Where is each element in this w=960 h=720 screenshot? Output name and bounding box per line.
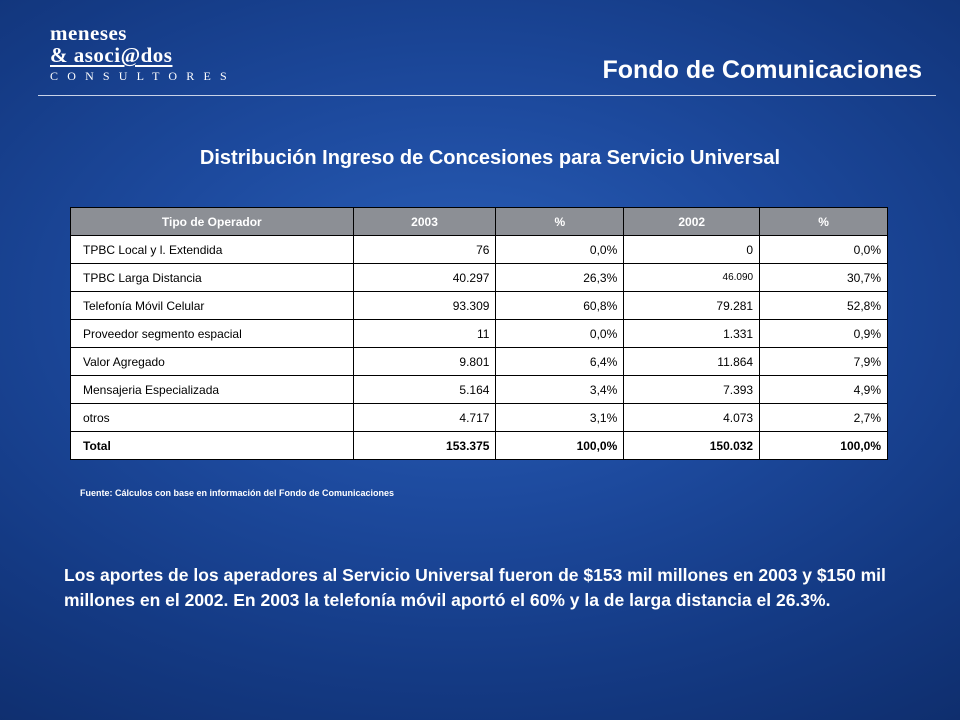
total-percent-2003-cell: 100,0% bbox=[495, 431, 625, 460]
value-2002-cell: 79.281 bbox=[623, 291, 761, 320]
operator-type-cell: Telefonía Móvil Celular bbox=[70, 291, 354, 320]
table-total-row: Total 153.375 100,0% 150.032 100,0% bbox=[70, 431, 888, 460]
header-divider bbox=[38, 95, 936, 96]
value-2003-cell: 11 bbox=[352, 319, 497, 348]
table-row: Valor Agregado 9.801 6,4% 11.864 7,9% bbox=[70, 347, 888, 376]
percent-2003-cell: 6,4% bbox=[495, 347, 625, 376]
total-percent-2002-cell: 100,0% bbox=[759, 431, 888, 460]
value-2003-cell: 9.801 bbox=[352, 347, 497, 376]
percent-2003-cell: 3,4% bbox=[495, 375, 625, 404]
value-2002-cell: 4.073 bbox=[623, 403, 761, 432]
operator-type-cell: TPBC Larga Distancia bbox=[70, 263, 354, 292]
operator-type-cell: TPBC Local y l. Extendida bbox=[70, 235, 354, 264]
table-header-row: Tipo de Operador 2003 % 2002 % bbox=[70, 207, 888, 236]
table-row: TPBC Local y l. Extendida 76 0,0% 0 0,0% bbox=[70, 235, 888, 264]
table-row: Proveedor segmento espacial 11 0,0% 1.33… bbox=[70, 319, 888, 348]
percent-2002-cell: 0,0% bbox=[759, 235, 888, 264]
value-2003-cell: 76 bbox=[352, 235, 497, 264]
value-2003-cell: 93.309 bbox=[352, 291, 497, 320]
percent-2003-cell: 3,1% bbox=[495, 403, 625, 432]
column-header-operator-type: Tipo de Operador bbox=[70, 207, 354, 236]
percent-2002-cell: 30,7% bbox=[759, 263, 888, 292]
value-2003-cell: 5.164 bbox=[352, 375, 497, 404]
percent-2003-cell: 60,8% bbox=[495, 291, 625, 320]
value-2002-cell: 1.331 bbox=[623, 319, 761, 348]
slide-title: Distribución Ingreso de Concesiones para… bbox=[199, 147, 781, 169]
percent-2002-cell: 0,9% bbox=[759, 319, 888, 348]
source-note: Fuente: Cálculos con base en información… bbox=[80, 488, 395, 498]
header-title: Fondo de Comunicaciones bbox=[602, 56, 922, 84]
percent-2002-cell: 7,9% bbox=[759, 347, 888, 376]
percent-2002-cell: 2,7% bbox=[759, 403, 888, 432]
logo-consultores-line: CONSULTORES bbox=[50, 69, 236, 83]
table-row: Mensajeria Especializada 5.164 3,4% 7.39… bbox=[70, 375, 888, 404]
column-header-2002: 2002 bbox=[623, 207, 761, 236]
percent-2002-cell: 4,9% bbox=[759, 375, 888, 404]
value-2002-cell: 46.090 bbox=[623, 263, 761, 292]
operator-type-cell: otros bbox=[70, 403, 354, 432]
summary-paragraph: Los aportes de los aperadores al Servici… bbox=[64, 565, 886, 610]
total-2002-cell: 150.032 bbox=[623, 431, 761, 460]
column-header-percent-2003: % bbox=[495, 207, 625, 236]
percent-2003-cell: 0,0% bbox=[495, 235, 625, 264]
column-header-percent-2002: % bbox=[759, 207, 888, 236]
operator-type-cell: Mensajeria Especializada bbox=[70, 375, 354, 404]
operator-type-cell: Valor Agregado bbox=[70, 347, 354, 376]
value-2002-cell: 7.393 bbox=[623, 375, 761, 404]
table-row: TPBC Larga Distancia 40.297 26,3% 46.090… bbox=[70, 263, 888, 292]
table-row: Telefonía Móvil Celular 93.309 60,8% 79.… bbox=[70, 291, 888, 320]
percent-2003-cell: 26,3% bbox=[495, 263, 625, 292]
logo-name-line: meneses bbox=[50, 21, 127, 45]
total-2003-cell: 153.375 bbox=[352, 431, 497, 460]
total-label-cell: Total bbox=[70, 431, 354, 460]
percent-2003-cell: 0,0% bbox=[495, 319, 625, 348]
table-row: otros 4.717 3,1% 4.073 2,7% bbox=[70, 403, 888, 432]
percent-2002-cell: 52,8% bbox=[759, 291, 888, 320]
operator-type-cell: Proveedor segmento espacial bbox=[70, 319, 354, 348]
value-2002-cell: 0 bbox=[623, 235, 761, 264]
company-logo: meneses & asoci@dos CONSULTORES bbox=[50, 22, 236, 85]
column-header-2003: 2003 bbox=[352, 207, 497, 236]
value-2003-cell: 4.717 bbox=[352, 403, 497, 432]
value-2002-cell: 11.864 bbox=[623, 347, 761, 376]
value-2003-cell: 40.297 bbox=[352, 263, 497, 292]
logo-associates-line: & asoci@dos bbox=[50, 43, 173, 67]
concessions-table: Tipo de Operador 2003 % 2002 % TPBC Loca… bbox=[70, 207, 888, 460]
